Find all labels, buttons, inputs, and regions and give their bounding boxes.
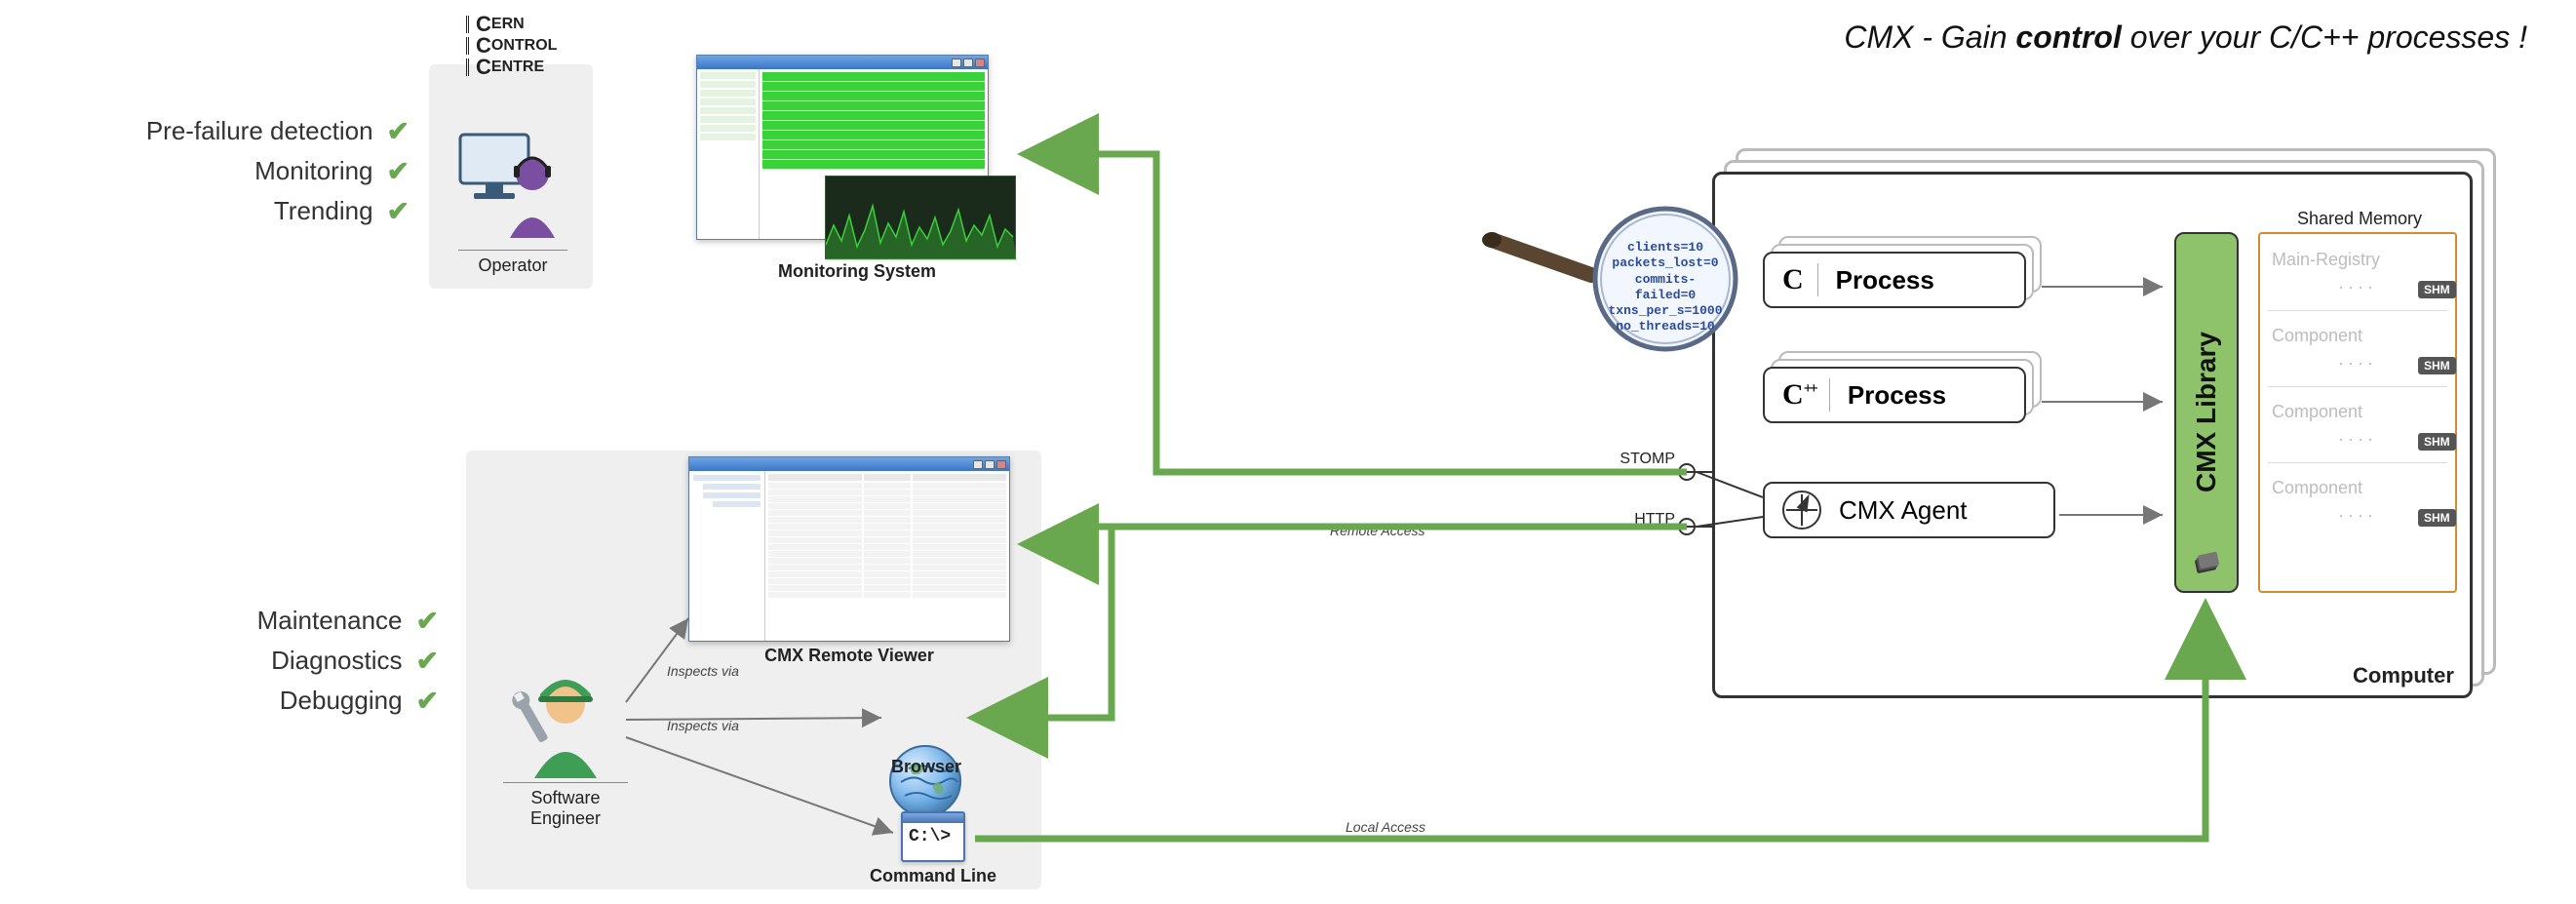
process-c-box: C Process — [1763, 252, 2026, 308]
monitoring-chart — [825, 176, 1016, 259]
lang-c-icon: C — [1765, 263, 1818, 296]
operator-checklist: Pre-failure detection ✔ Monitoring ✔ Tre… — [20, 115, 410, 235]
edge-label-remote: Remote Access — [1330, 523, 1425, 538]
engineer-figure — [507, 653, 624, 780]
shm-dots: ···· — [2338, 353, 2377, 373]
mag-line: packets_lost=0 — [1607, 255, 1724, 271]
check-icon: ✔ — [387, 115, 410, 147]
check-icon: ✔ — [416, 645, 439, 677]
check-icon: ✔ — [416, 685, 439, 717]
checklist-item: Diagnostics ✔ — [127, 645, 439, 677]
checklist-item: Pre-failure detection ✔ — [20, 115, 410, 147]
remote-viewer-window: /*rows drawn below via loop-less repetit… — [688, 456, 1010, 642]
engineer-icon — [507, 653, 624, 780]
checklist-item: Monitoring ✔ — [20, 155, 410, 187]
checklist-label: Trending — [274, 196, 373, 226]
checklist-label: Diagnostics — [271, 646, 402, 676]
cmx-library-label: CMX Library — [2191, 333, 2222, 493]
edge-label-inspects: Inspects via — [667, 663, 739, 679]
shm-entry: Component — [2272, 402, 2362, 422]
divider — [503, 782, 628, 783]
check-icon: ✔ — [416, 605, 439, 637]
shm-entry: Component — [2272, 478, 2362, 498]
window-min-icon — [952, 59, 961, 67]
computer-caption: Computer — [2340, 663, 2467, 688]
checklist-label: Debugging — [280, 686, 403, 716]
protocol-stomp: STOMP — [1607, 451, 1675, 468]
check-icon: ✔ — [387, 195, 410, 227]
window-close-icon — [975, 59, 985, 67]
commandline-caption: Command Line — [848, 866, 1018, 886]
monitoring-caption: Monitoring System — [696, 261, 1018, 282]
shm-dots: ···· — [2338, 429, 2377, 450]
cmd-prompt-text: C:\> — [903, 823, 963, 850]
shm-entry: Component — [2272, 326, 2362, 346]
logo-line: ONTROL — [491, 38, 558, 54]
window-close-icon — [996, 460, 1006, 469]
magnifier-text: clients=10 packets_lost=0 commits-failed… — [1607, 240, 1724, 335]
window-min-icon — [973, 460, 983, 469]
process-cpp-box: C++ Process — [1763, 367, 2026, 423]
lang-cpp-icon: C++ — [1765, 378, 1830, 412]
process-label: Process — [1818, 265, 1934, 295]
window-titlebar — [697, 56, 988, 69]
shared-memory-title: Shared Memory — [2272, 209, 2447, 229]
command-line-window: C:\> — [901, 811, 965, 862]
engineer-caption: Software Engineer — [503, 788, 628, 829]
checklist-item: Trending ✔ — [20, 195, 410, 227]
window-titlebar — [689, 457, 1009, 471]
checklist-label: Pre-failure detection — [146, 116, 373, 146]
logo-line: ENTRE — [491, 59, 544, 75]
process-label: Process — [1830, 380, 1946, 411]
mag-line: clients=10 — [1607, 240, 1724, 255]
operator-figure — [456, 131, 573, 248]
operator-icon — [456, 131, 573, 248]
edge-label-inspects: Inspects via — [667, 718, 739, 733]
shm-tag: SHM — [2418, 357, 2456, 374]
shm-divider — [2268, 386, 2447, 387]
mag-line: no_threads=10 — [1607, 319, 1724, 334]
magnifier: clients=10 packets_lost=0 commits-failed… — [1478, 199, 1771, 355]
mag-line: txns_per_s=1000 — [1607, 303, 1724, 319]
browser-caption: Browser — [858, 757, 995, 777]
cmx-agent-box: CMX Agent — [1763, 482, 2055, 538]
shm-tag: SHM — [2418, 281, 2456, 298]
shm-entry: Main-Registry — [2272, 250, 2380, 270]
shm-divider — [2268, 462, 2447, 463]
checklist-item: Maintenance ✔ — [127, 605, 439, 637]
check-icon: ✔ — [387, 155, 410, 187]
window-max-icon — [963, 59, 973, 67]
shm-dots: ···· — [2338, 505, 2377, 526]
logo-line: ERN — [491, 17, 525, 32]
cmx-library-box: CMX Library — [2174, 232, 2239, 593]
checklist-label: Monitoring — [254, 156, 372, 186]
shm-divider — [2268, 310, 2447, 311]
engineer-checklist: Maintenance ✔ Diagnostics ✔ Debugging ✔ — [127, 605, 439, 725]
checklist-label: Maintenance — [257, 606, 403, 636]
cmx-agent-label: CMX Agent — [1839, 495, 1968, 526]
operator-caption: Operator — [458, 255, 567, 276]
mag-line: commits-failed=0 — [1607, 272, 1724, 304]
checklist-item: Debugging ✔ — [127, 685, 439, 717]
window-max-icon — [985, 460, 995, 469]
shm-dots: ···· — [2338, 277, 2377, 297]
book-icon — [2192, 552, 2221, 577]
divider — [458, 250, 567, 251]
protocol-http: HTTP — [1607, 511, 1675, 529]
compass-icon — [1782, 491, 1821, 530]
shm-tag: SHM — [2418, 433, 2456, 451]
edge-label-local: Local Access — [1346, 819, 1425, 835]
shm-tag: SHM — [2418, 509, 2456, 527]
